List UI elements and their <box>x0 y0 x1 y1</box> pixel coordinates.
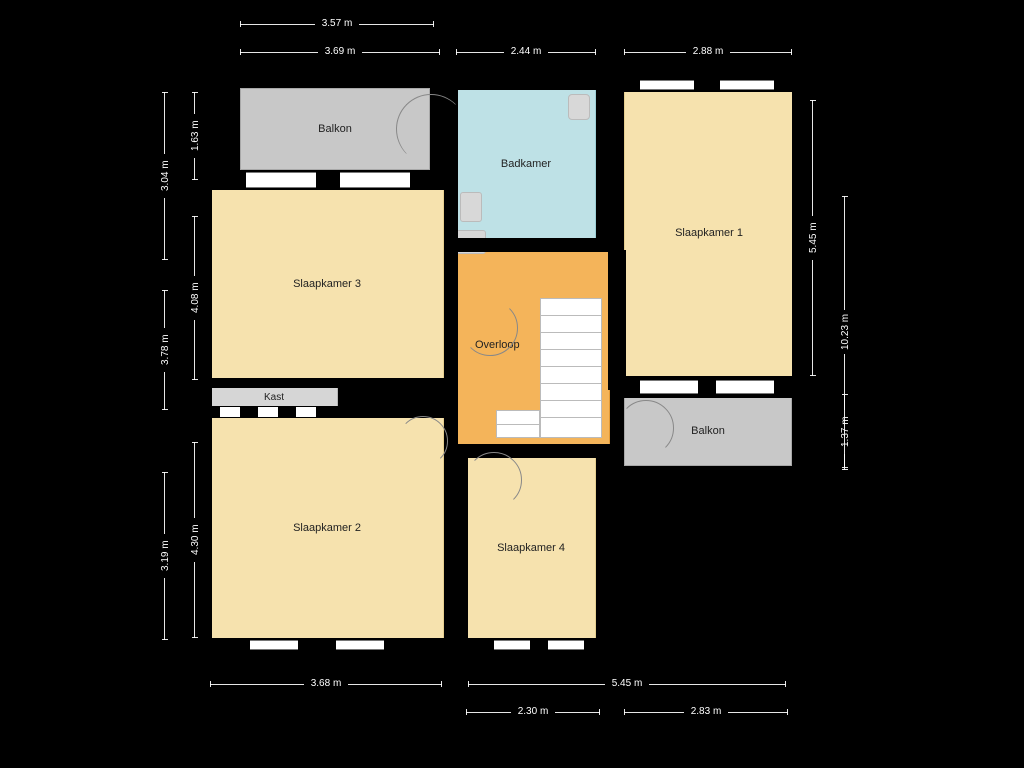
room-slaapkamer1: Slaapkamer 1 <box>624 88 794 378</box>
dimension-top: 3.69 m <box>244 46 436 57</box>
dimension-label: 2.44 m <box>511 46 542 57</box>
stairs <box>540 298 602 438</box>
dimension-left: 4.08 m <box>190 220 201 376</box>
room-label: Balkon <box>318 123 352 135</box>
dimension-label: 1.63 m <box>190 121 201 152</box>
dimension-label: 4.08 m <box>190 283 201 314</box>
dimension-label: 2.83 m <box>691 706 722 717</box>
dimension-left: 3.19 m <box>160 476 171 636</box>
room-label: Slaapkamer 4 <box>497 542 565 554</box>
dimension-top: 2.88 m <box>628 46 788 57</box>
dimension-label: 2.88 m <box>693 46 724 57</box>
floorplan-stage: Balkon Badkamer Slaapkamer 1 Slaapkamer … <box>0 0 1024 768</box>
room-balkon-right: Balkon <box>624 396 792 466</box>
dimension-label: 2.30 m <box>518 706 549 717</box>
dimension-bottom: 3.68 m <box>214 678 438 689</box>
room-kast: Kast <box>210 386 338 408</box>
dimension-bottom: 2.83 m <box>628 706 784 717</box>
fixture-sink <box>460 192 482 222</box>
dimension-left: 4.30 m <box>190 446 201 634</box>
dimension-bottom: 5.45 m <box>472 678 782 689</box>
dimension-right: 5.45 m <box>808 104 819 372</box>
dimension-label: 5.45 m <box>808 223 819 254</box>
room-balkon-top: Balkon <box>240 88 430 170</box>
room-label: Kast <box>264 392 284 403</box>
dimension-left: 3.04 m <box>160 96 171 256</box>
dimension-label: 3.19 m <box>160 541 171 572</box>
dimension-label: 3.68 m <box>311 678 342 689</box>
dimension-label: 5.45 m <box>612 678 643 689</box>
dimension-label: 4.30 m <box>190 525 201 556</box>
dimension-left: 3.78 m <box>160 294 171 406</box>
room-label: Slaapkamer 3 <box>293 278 361 290</box>
dimension-label: 3.04 m <box>160 161 171 192</box>
room-label: Slaapkamer 1 <box>675 227 743 239</box>
dimension-top: 2.44 m <box>460 46 592 57</box>
fixture-toilet <box>568 94 590 120</box>
dimension-right: 1.37 m <box>840 398 851 466</box>
room-label: Balkon <box>691 425 725 437</box>
room-slaapkamer2: Slaapkamer 2 <box>210 416 444 640</box>
dimension-bottom: 2.30 m <box>470 706 596 717</box>
dimension-label: 3.57 m <box>322 18 353 29</box>
room-slaapkamer4: Slaapkamer 4 <box>466 456 596 640</box>
room-slaapkamer3: Slaapkamer 3 <box>210 188 444 380</box>
room-label: Overloop <box>475 339 520 351</box>
dimension-top: 3.57 m <box>244 18 430 29</box>
dimension-label: 1.37 m <box>840 417 851 448</box>
room-label: Slaapkamer 2 <box>293 522 361 534</box>
dimension-label: 3.69 m <box>325 46 356 57</box>
dimension-left: 1.63 m <box>190 96 201 176</box>
dimension-label: 10.23 m <box>840 314 851 350</box>
room-label: Badkamer <box>501 158 551 170</box>
dimension-label: 3.78 m <box>160 335 171 366</box>
